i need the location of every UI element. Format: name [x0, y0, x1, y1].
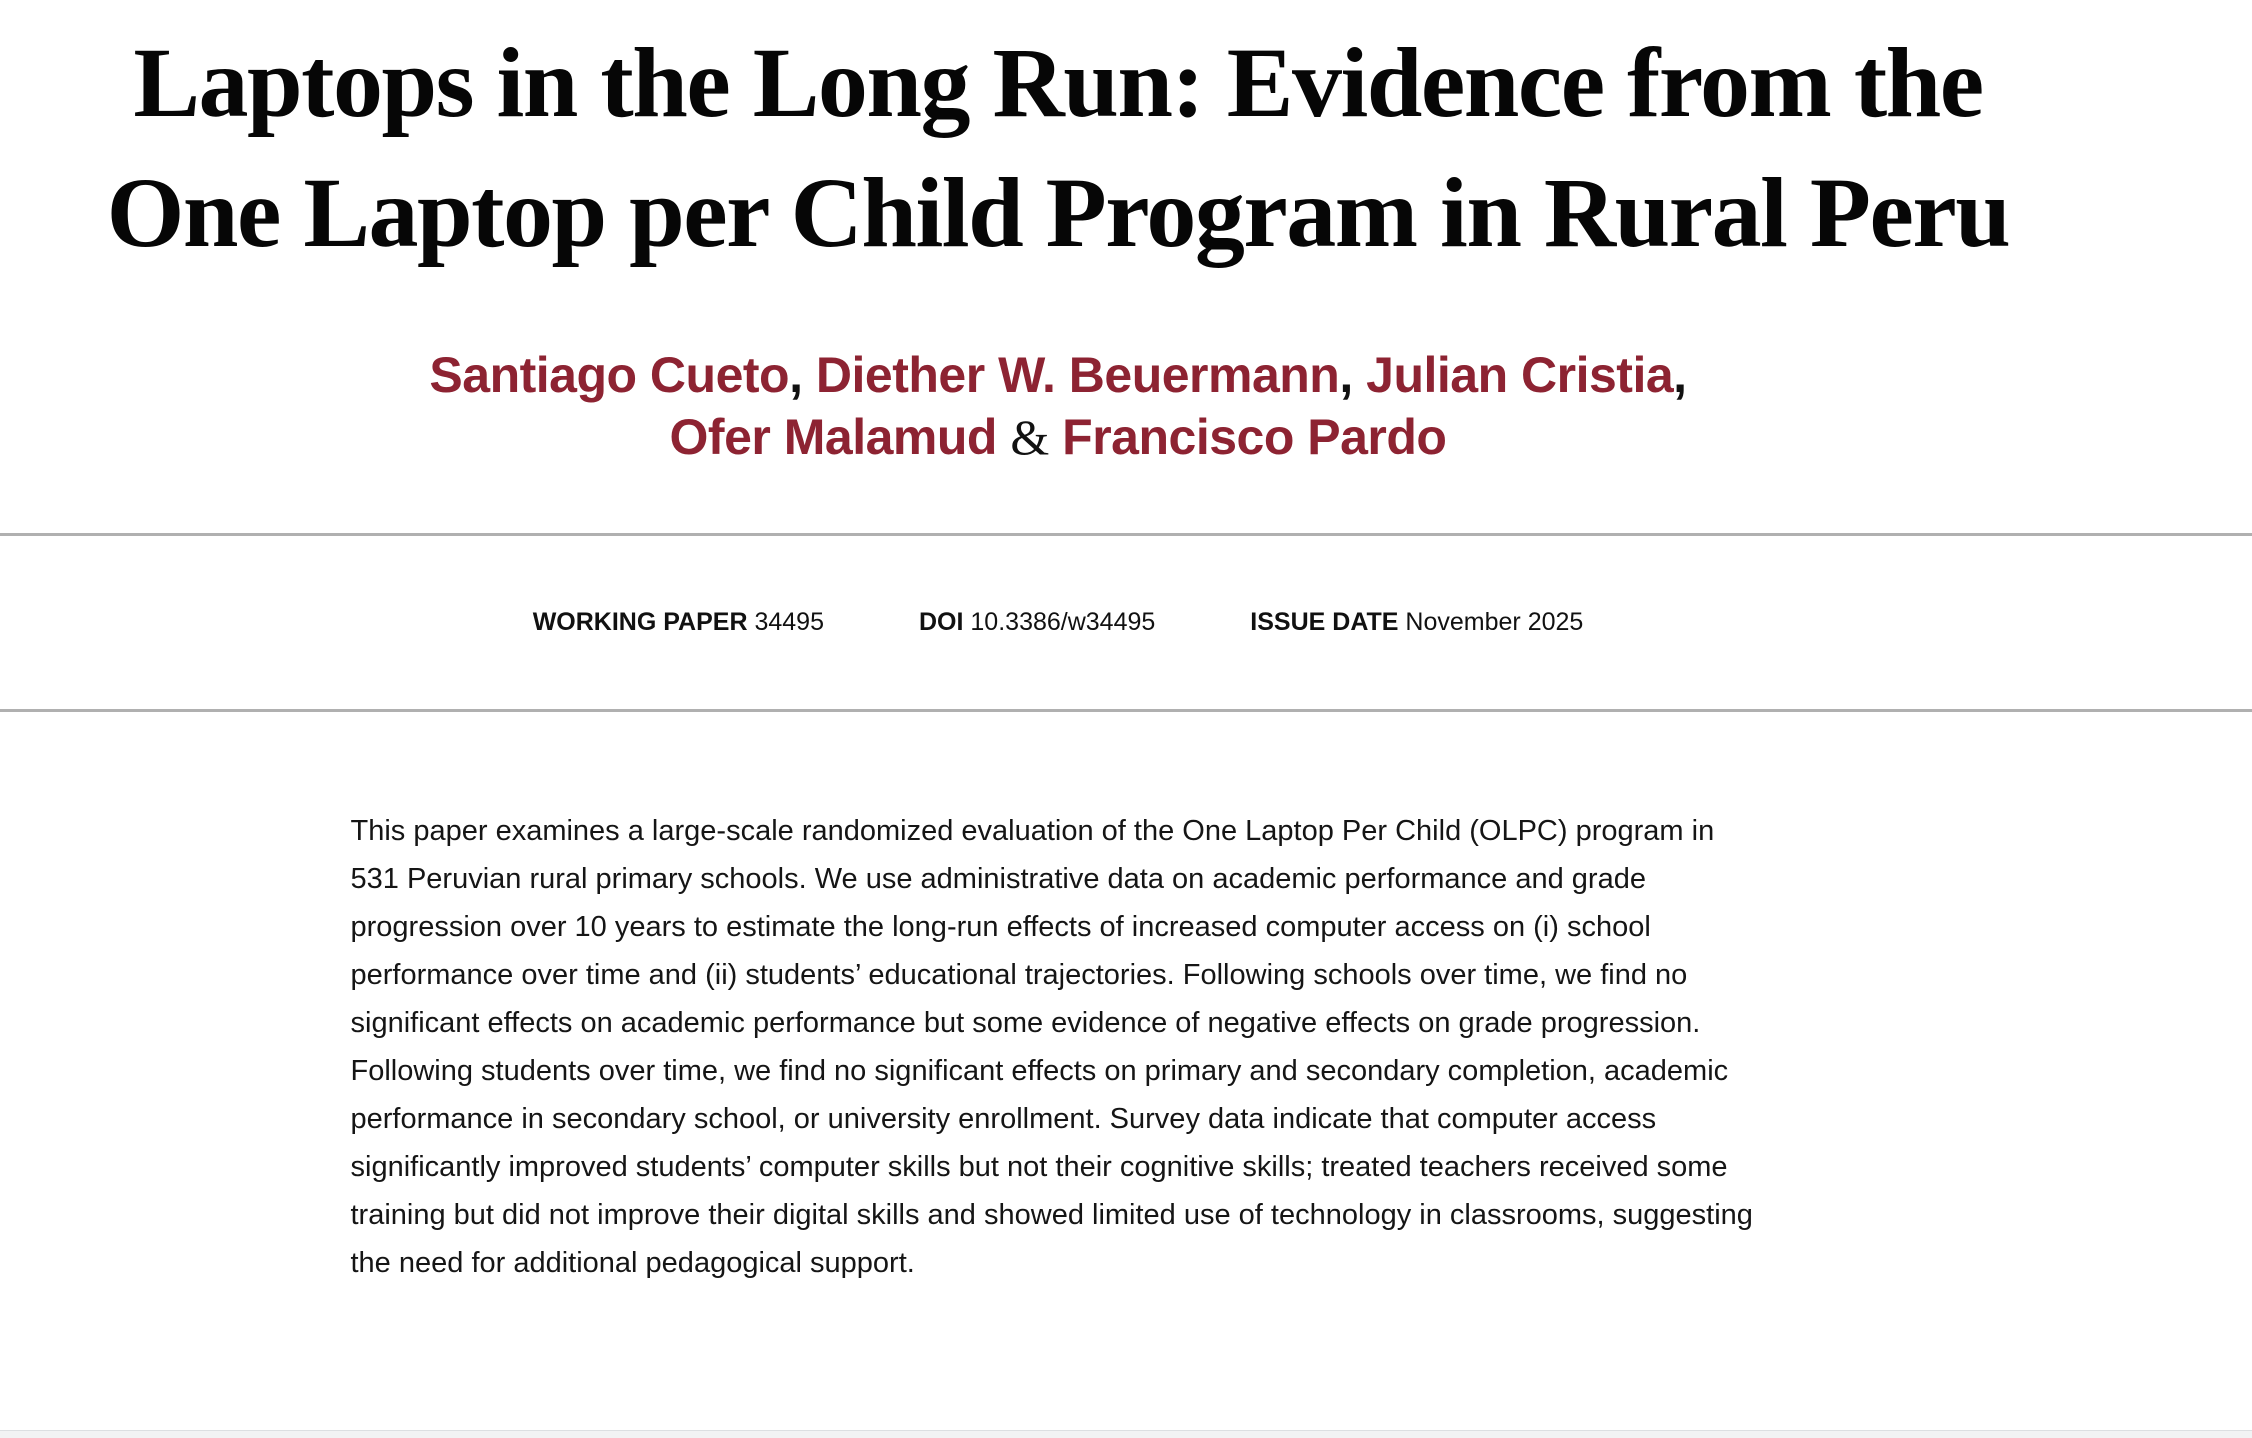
author-separator: ,: [1673, 347, 1687, 403]
metadata-row: WORKING PAPER 34495 DOI 10.3386/w34495 I…: [0, 604, 2116, 640]
author-link-ofer-malamud[interactable]: Ofer Malamud: [669, 409, 998, 465]
author-link-julian-cristia[interactable]: Julian Cristia: [1366, 347, 1674, 403]
doi-value: 10.3386/w34495: [970, 608, 1156, 636]
author-link-diether-beuermann[interactable]: Diether W. Beuermann: [815, 347, 1340, 403]
working-paper-number: 34495: [754, 608, 824, 636]
issue-date-meta: ISSUE DATE November 2025: [1250, 604, 1583, 640]
issue-date-label: ISSUE DATE: [1250, 608, 1399, 636]
ampersand-separator: &: [1010, 409, 1049, 465]
next-section-edge: [0, 1430, 2252, 1438]
abstract-section: This paper examines a large-scale random…: [0, 807, 2116, 1287]
page-title-line1: Laptops in the Long Run: Evidence from t…: [133, 27, 1984, 138]
issue-date-value: November 2025: [1405, 608, 1584, 636]
page-title-line2: One Laptop per Child Program in Rural Pe…: [106, 157, 2011, 268]
working-paper-label: WORKING PAPER: [532, 608, 748, 636]
author-link-santiago-cueto[interactable]: Santiago Cueto: [429, 347, 790, 403]
author-separator: ,: [789, 347, 803, 403]
metadata-band: WORKING PAPER 34495 DOI 10.3386/w34495 I…: [0, 533, 2252, 712]
working-paper-meta: WORKING PAPER 34495: [533, 604, 824, 640]
author-separator: ,: [1339, 347, 1353, 403]
authors-list: Santiago Cueto, Diether W. Beuermann, Ju…: [0, 344, 2116, 468]
doi-meta: DOI 10.3386/w34495: [919, 604, 1155, 640]
authors-line1: Santiago Cueto, Diether W. Beuermann, Ju…: [0, 344, 2116, 406]
author-link-francisco-pardo[interactable]: Francisco Pardo: [1062, 409, 1447, 465]
page-title: Laptops in the Long Run: Evidence from t…: [0, 18, 2116, 278]
header-section: Laptops in the Long Run: Evidence from t…: [0, 18, 2116, 468]
authors-line2: Ofer Malamud & Francisco Pardo: [0, 406, 2116, 468]
metadata-column: WORKING PAPER 34495 DOI 10.3386/w34495 I…: [0, 604, 2116, 640]
abstract-text: This paper examines a large-scale random…: [350, 815, 1753, 1279]
doi-label: DOI: [919, 608, 964, 636]
